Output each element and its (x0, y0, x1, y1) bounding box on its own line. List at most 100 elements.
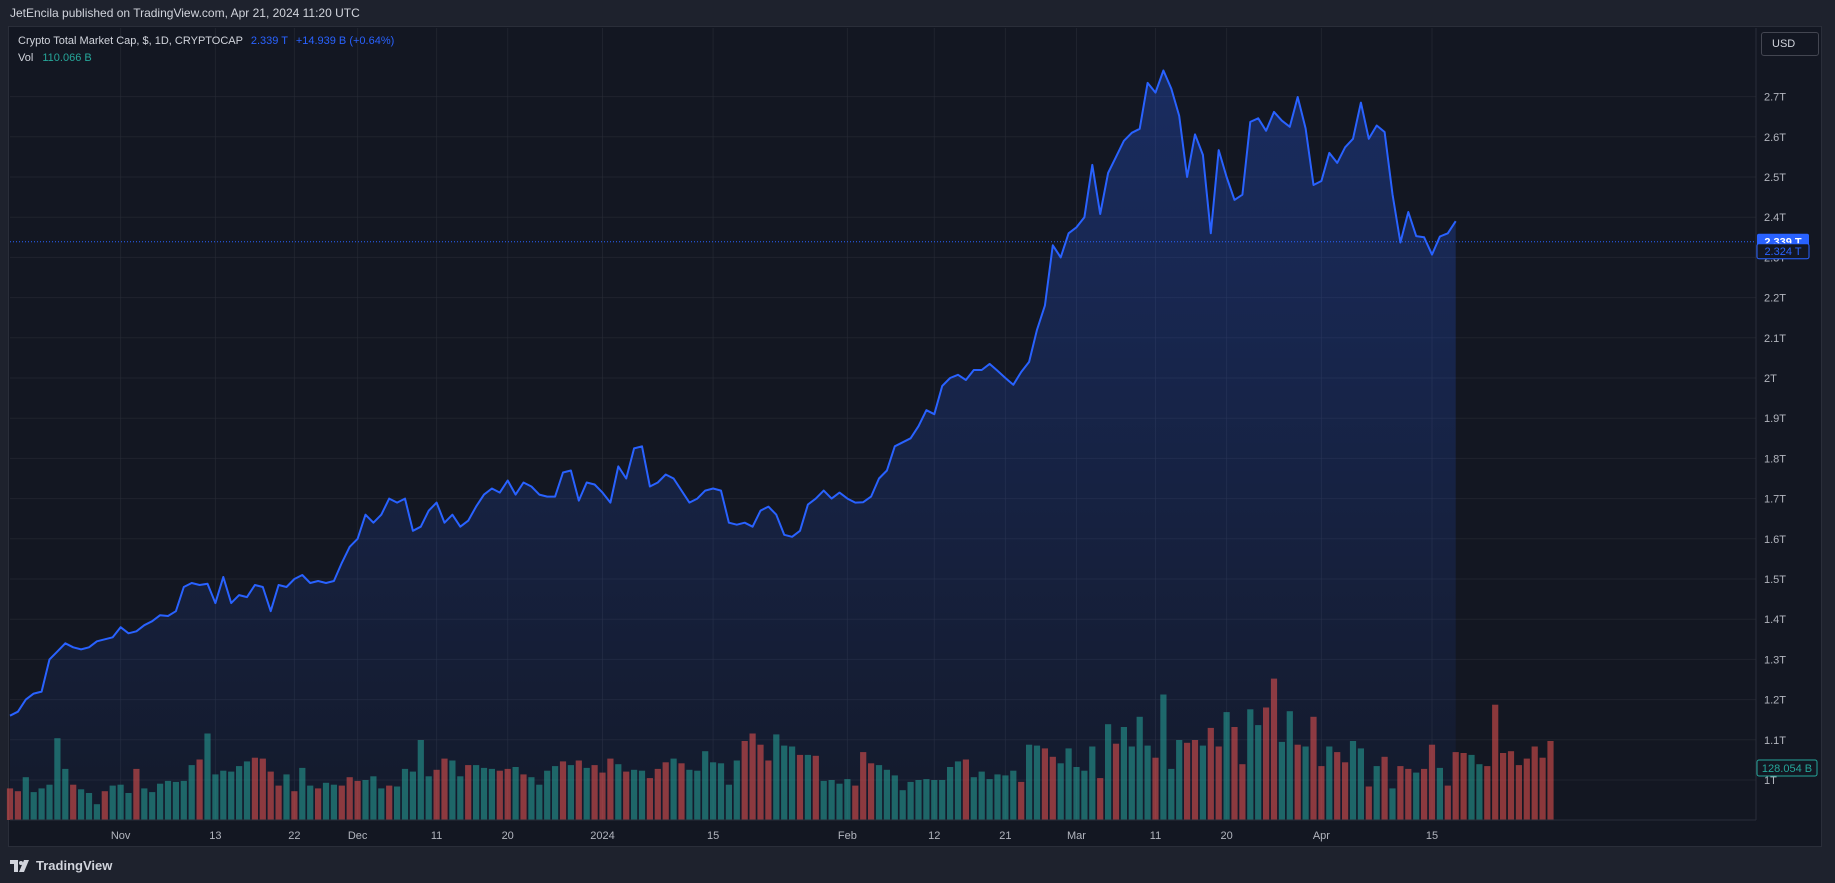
volume-bar (954, 761, 962, 820)
volume-bar (378, 788, 385, 820)
volume-bar (1302, 746, 1309, 820)
volume-bar (694, 770, 701, 820)
x-tick-label: 20 (502, 830, 514, 842)
volume-bar (1073, 767, 1080, 820)
volume-bar (1018, 781, 1025, 820)
volume-bar (670, 758, 677, 820)
volume-bar (559, 761, 567, 820)
volume-bar (62, 768, 69, 821)
volume-bar (1389, 788, 1396, 820)
volume-bar (646, 778, 653, 820)
volume-bar (544, 770, 551, 820)
volume-bar (425, 776, 432, 820)
volume-bar (717, 763, 725, 820)
volume-bar (251, 757, 258, 820)
x-tick-label: 2024 (590, 830, 614, 842)
volume-bar (1041, 748, 1048, 820)
volume-bar (1184, 742, 1191, 820)
volume-bar (631, 769, 638, 820)
publish-caption: JetEncila published on TradingView.com, … (10, 6, 360, 20)
volume-bar (1136, 716, 1143, 820)
volume-bar (947, 767, 954, 820)
volume-bar (749, 733, 756, 820)
volume-bar (891, 775, 898, 820)
volume-bar (1413, 772, 1420, 820)
legend-vol-label[interactable]: Vol (18, 52, 34, 64)
y-tick-label: 2.4T (1764, 212, 1786, 224)
volume-bar (583, 767, 590, 820)
volume-bar (796, 754, 804, 820)
volume-bar (1460, 753, 1467, 820)
legend-symbol[interactable]: Crypto Total Market Cap, $, 1D, CRYPTOCA… (18, 35, 243, 47)
x-tick-label: 21 (999, 830, 1011, 842)
volume-bar (1500, 753, 1507, 820)
volume-bar (78, 789, 85, 820)
volume-bar (1270, 678, 1278, 820)
volume-bar (243, 761, 251, 820)
y-tick-label: 1.4T (1764, 614, 1786, 626)
volume-bar (346, 777, 353, 820)
y-tick-label: 1T (1764, 775, 1777, 787)
volume-bar (765, 760, 772, 820)
volume-bar (536, 784, 543, 820)
volume-bar (789, 746, 796, 820)
volume-bar (678, 763, 685, 820)
area-fill-path (10, 70, 1456, 820)
volume-bar (133, 768, 140, 821)
volume-bar (85, 793, 93, 820)
volume-bar (291, 791, 298, 820)
volume-bar (496, 770, 503, 820)
volume-bar (1515, 765, 1522, 820)
volume-bar (828, 780, 835, 820)
volume-bar (1294, 744, 1301, 820)
prev-close-tag (1756, 243, 1810, 260)
volume-bar (654, 768, 661, 821)
tradingview-brand: TradingView (36, 858, 113, 873)
volume-bar (330, 784, 337, 820)
volume-bar (725, 784, 732, 820)
volume-bar (1057, 763, 1064, 820)
volume-bar (1263, 707, 1270, 820)
volume-bar (899, 790, 906, 820)
volume-bar (520, 774, 527, 820)
volume-bar (1484, 766, 1491, 820)
volume-bar (773, 734, 780, 820)
y-tick-label: 2.5T (1764, 172, 1786, 184)
volume-bar (1049, 756, 1056, 820)
volume-bar (567, 765, 574, 820)
volume-bar (1081, 770, 1088, 820)
tradingview-logo[interactable]: TradingView (10, 858, 112, 873)
volume-bar (1097, 778, 1104, 820)
x-tick-label: Feb (838, 830, 857, 842)
volume-bar (386, 785, 393, 820)
y-tick-label: 1.1T (1764, 735, 1786, 747)
volume-bar (101, 791, 108, 820)
volume-bar (915, 780, 922, 820)
volume-bar (1421, 768, 1428, 821)
volume-bar (354, 780, 361, 820)
volume-bar (552, 766, 559, 820)
y-tick-label: 2T (1764, 373, 1777, 385)
volume-bar (315, 788, 322, 820)
currency-button[interactable]: USD (1761, 32, 1819, 56)
volume-bar (1286, 711, 1293, 820)
volume-bar (6, 788, 14, 820)
volume-tag (1756, 759, 1818, 777)
x-tick-label: 15 (707, 830, 719, 842)
volume-bar (844, 779, 851, 820)
volume-bar (710, 762, 717, 820)
volume-bar (939, 780, 946, 820)
volume-bar (1168, 768, 1175, 821)
volume-bar (1231, 727, 1238, 820)
volume-bar (401, 768, 409, 821)
volume-bar (528, 777, 535, 820)
volume-bar (283, 774, 290, 820)
volume-bar (180, 780, 187, 820)
y-tick-label: 1.3T (1764, 654, 1786, 666)
legend-change: +14.939 B (+0.64%) (295, 35, 395, 47)
x-tick-label: Dec (348, 830, 368, 842)
volume-bar (93, 804, 100, 820)
volume-bar (852, 785, 859, 820)
